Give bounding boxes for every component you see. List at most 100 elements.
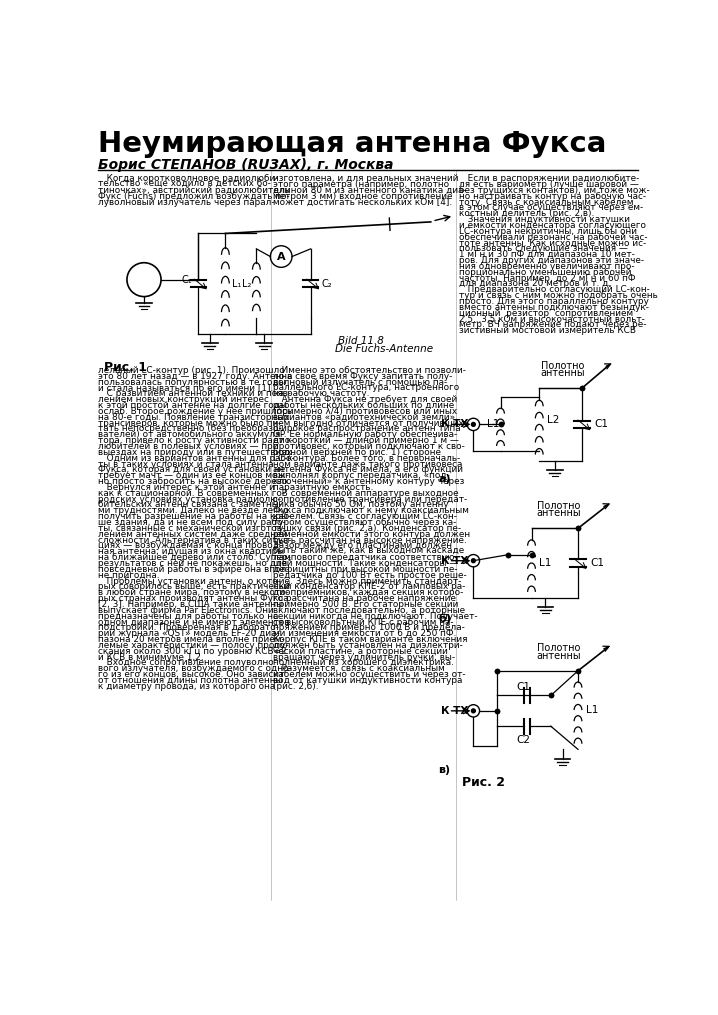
Text: [2, 3]. Например, в США такие антенны: [2, 3]. Например, в США такие антенны bbox=[98, 600, 283, 609]
Text: быть таким же, как в выходном каскаде: быть таким же, как в выходном каскаде bbox=[274, 547, 465, 556]
Text: на рабочую частоту.: на рабочую частоту. bbox=[274, 390, 370, 398]
Text: выпускает фирма Par Electronics. Они: выпускает фирма Par Electronics. Они bbox=[98, 606, 274, 615]
Text: Рис. 1: Рис. 1 bbox=[103, 360, 146, 374]
Text: б): б) bbox=[439, 613, 452, 623]
Text: ми трудностями. Далеко не везде легко: ми трудностями. Далеко не везде легко bbox=[98, 506, 288, 516]
Text: метром 3 мм) входное сопротивление: метром 3 мм) входное сопротивление bbox=[274, 192, 453, 201]
Text: ля есть вариометр (лучше шаровой —: ля есть вариометр (лучше шаровой — bbox=[459, 180, 638, 189]
Text: ло в свое время Фуксу запитать полу-: ло в свое время Фуксу запитать полу- bbox=[274, 371, 453, 381]
Text: порционально уменьшению рабочей: порционально уменьшению рабочей bbox=[459, 268, 631, 277]
Text: лельный LC-контур (рис. 1). Произошло: лельный LC-контур (рис. 1). Произошло bbox=[98, 365, 284, 375]
Text: L₂: L₂ bbox=[243, 278, 252, 288]
Text: ты в таких условиях и стала антенна: ты в таких условиях и стала антенна bbox=[98, 460, 273, 469]
Text: ционный  резистор  сопротивлением: ционный резистор сопротивлением bbox=[459, 309, 633, 318]
Text: получить разрешение на работы на кры-: получить разрешение на работы на кры- bbox=[98, 513, 291, 521]
Text: тоте антенны. Как исходные можно ис-: тоте антенны. Как исходные можно ис- bbox=[459, 239, 646, 248]
Text: рых говорилось выше, есть практически: рых говорилось выше, есть практически bbox=[98, 583, 289, 592]
Text: C1: C1 bbox=[590, 558, 605, 568]
Text: A: A bbox=[277, 252, 286, 262]
Text: Значения индуктивности катушки: Значения индуктивности катушки bbox=[459, 215, 630, 224]
Text: ческой пластине, а роторные секции: ческой пластине, а роторные секции bbox=[274, 647, 448, 656]
Text: как к стационарной. В современных го-: как к стационарной. В современных го- bbox=[98, 489, 284, 497]
Text: паразитную емкость.: паразитную емкость. bbox=[274, 483, 373, 492]
Text: кабелем. Связь с согласующим LC-кон-: кабелем. Связь с согласующим LC-кон- bbox=[274, 513, 457, 521]
Text: Предварительно согласующий LC-кон-: Предварительно согласующий LC-кон- bbox=[459, 285, 650, 294]
Text: но просто забросить на высокое дерево.: но просто забросить на высокое дерево. bbox=[98, 477, 289, 486]
Text: ния одновременно увеличивают про-: ния одновременно увеличивают про- bbox=[459, 262, 634, 271]
Text: C1: C1 bbox=[595, 419, 608, 429]
Text: повседневной работы в эфире она впол-: повседневной работы в эфире она впол- bbox=[98, 565, 289, 573]
Text: циях — возбуждаемая с конца провод-: циях — возбуждаемая с конца провод- bbox=[98, 541, 281, 550]
Text: Вернулся интерес к этой антенне и: Вернулся интерес к этой антенне и bbox=[98, 483, 274, 492]
Text: го из его концов, высокое. Оно зависит: го из его концов, высокое. Оно зависит bbox=[98, 670, 284, 679]
Text: полненный из хорошего диэлектрика.: полненный из хорошего диэлектрика. bbox=[274, 659, 454, 668]
Text: может достигать нескольких кОм [4].: может достигать нескольких кОм [4]. bbox=[274, 198, 452, 207]
Text: родских условиях установка радиолю-: родских условиях установка радиолю- bbox=[98, 494, 281, 503]
Text: пазона 20 метров имела вполне прием-: пазона 20 метров имела вполне прием- bbox=[98, 635, 284, 645]
Text: ров. Для других диапазонов эти значе-: ров. Для других диапазонов эти значе- bbox=[459, 256, 644, 265]
Text: К ТХ: К ТХ bbox=[441, 419, 468, 429]
Text: ние. Здесь можно применить стандарт-: ние. Здесь можно применить стандарт- bbox=[274, 577, 462, 586]
Text: В современной аппаратуре выходное: В современной аппаратуре выходное bbox=[274, 489, 459, 497]
Text: выполнял корпус передатчика, «под-: выполнял корпус передатчика, «под- bbox=[274, 471, 450, 480]
Text: Входное сопротивление полуволно-: Входное сопротивление полуволно- bbox=[98, 659, 276, 668]
Text: но настраивать контур на рабочую час-: но настраивать контур на рабочую час- bbox=[459, 192, 645, 201]
Text: примерно 500 В. Его статорные секции: примерно 500 В. Его статорные секции bbox=[274, 600, 459, 609]
Text: частоты. Например, до 2 мГн и 60 пФ: частоты. Например, до 2 мГн и 60 пФ bbox=[459, 274, 635, 282]
Text: 2,5...3,5 кОм и высокочастотный вольт-: 2,5...3,5 кОм и высокочастотный вольт- bbox=[459, 315, 645, 324]
Text: выездах на природу или в путешествиях.: выездах на природу или в путешествиях. bbox=[98, 448, 294, 457]
Text: на 80-е годы. Появление транзисторных: на 80-е годы. Появление транзисторных bbox=[98, 413, 289, 421]
Text: C₂: C₂ bbox=[322, 278, 332, 288]
Text: Одним из вариантов антенны для рабо-: Одним из вариантов антенны для рабо- bbox=[98, 454, 294, 463]
Text: щей мощности. Такие конденсаторы —: щей мощности. Такие конденсаторы — bbox=[274, 559, 459, 568]
Text: (рис. 2,б).: (рис. 2,б). bbox=[274, 682, 319, 691]
Text: быть рассчитан на высокое напряжение.: быть рассчитан на высокое напряжение. bbox=[274, 536, 467, 545]
Text: Борис СТЕПАНОВ (RU3AX), г. Москва: Борис СТЕПАНОВ (RU3AX), г. Москва bbox=[98, 158, 393, 172]
Text: Фукса подключают к нему коаксиальным: Фукса подключают к нему коаксиальным bbox=[274, 506, 470, 516]
Text: результатов с ней не покажешь, но для: результатов с ней не покажешь, но для bbox=[98, 559, 286, 568]
Text: редатчика до 100 Вт есть простое реше-: редатчика до 100 Вт есть простое реше- bbox=[274, 570, 467, 580]
Text: Bild 11.8: Bild 11.8 bbox=[337, 336, 383, 346]
Text: подстройки. Проверенная в лаборато-: подстройки. Проверенная в лаборато- bbox=[98, 623, 279, 632]
Text: тельство «еще ходило в детских бо-: тельство «еще ходило в детских бо- bbox=[98, 180, 271, 189]
Text: антенны: антенны bbox=[536, 509, 581, 519]
Text: должен быть установлен на диэлектри-: должен быть установлен на диэлектри- bbox=[274, 640, 463, 650]
Circle shape bbox=[472, 559, 475, 562]
Text: тора, привело к росту активности радио-: тора, привело к росту активности радио- bbox=[98, 436, 293, 446]
Text: L1: L1 bbox=[586, 705, 598, 716]
Text: туром осуществляют обычно через ка-: туром осуществляют обычно через ка- bbox=[274, 518, 457, 527]
Text: вращают через удлинитель ручки, вы-: вращают через удлинитель ручки, вы- bbox=[274, 653, 455, 662]
Text: антенны: антенны bbox=[540, 368, 585, 379]
Text: не пригодна.: не пригодна. bbox=[98, 570, 159, 580]
Text: чика обычно 50 Ом, поэтому антенну: чика обычно 50 Ом, поэтому антенну bbox=[274, 500, 449, 510]
Text: Полотно: Полотно bbox=[537, 500, 580, 511]
Text: Фукса, которая для своей установки не: Фукса, которая для своей установки не bbox=[98, 465, 285, 474]
Text: ты, связанные с механической изготов-: ты, связанные с механической изготов- bbox=[98, 524, 284, 533]
Text: любителей в полевых условиях — при: любителей в полевых условиях — при bbox=[98, 442, 278, 451]
Text: бительских антенн связана с заметны-: бительских антенн связана с заметны- bbox=[98, 500, 281, 510]
Text: трансиверов, которые можно было пи-: трансиверов, которые можно было пи- bbox=[98, 418, 281, 427]
Text: лампового передатчика соответствую-: лампового передатчика соответствую- bbox=[274, 553, 458, 562]
Text: вместо антенны подключают безындук-: вместо антенны подключают безындук- bbox=[459, 302, 648, 312]
Text: метр. ВЧ напряжение подают через ре-: метр. ВЧ напряжение подают через ре- bbox=[459, 321, 646, 330]
Circle shape bbox=[472, 422, 475, 426]
Text: го рассчитана на рабочее напряжение: го рассчитана на рабочее напряжение bbox=[274, 594, 457, 603]
Text: ном варианте даже такого противовеса: ном варианте даже такого противовеса bbox=[274, 460, 463, 469]
Text: противовес, который подключают к сво-: противовес, который подключают к сво- bbox=[274, 442, 465, 451]
Text: чем выгодно отличается от получивших: чем выгодно отличается от получивших bbox=[274, 418, 464, 427]
Text: тоту. Связь с коаксиальным кабелем: тоту. Связь с коаксиальным кабелем bbox=[459, 198, 633, 207]
Text: тушку связи (рис. 2,а). Конденсатор пе-: тушку связи (рис. 2,а). Конденсатор пе- bbox=[274, 524, 462, 533]
Text: ми изменения емкости от 6 до 250 пФ.: ми изменения емкости от 6 до 250 пФ. bbox=[274, 629, 457, 638]
Text: LC-контура. Более того, в первоначаль-: LC-контура. Более того, в первоначаль- bbox=[274, 454, 461, 463]
Text: ная антенна, идущая из окна квартиры: ная антенна, идущая из окна квартиры bbox=[98, 547, 284, 556]
Text: пользовать следующие значения —: пользовать следующие значения — bbox=[459, 245, 628, 254]
Text: Именно это обстоятельство и позволи-: Именно это обстоятельство и позволи- bbox=[274, 365, 467, 375]
Text: лемые характеристики — полосу пропу-: лемые характеристики — полосу пропу- bbox=[98, 640, 288, 650]
Text: ся высоковольтный КПЕ с рабочим на-: ся высоковольтный КПЕ с рабочим на- bbox=[274, 617, 454, 626]
Text: бодной (верхней по рис. 1) стороне: бодной (верхней по рис. 1) стороне bbox=[274, 448, 442, 457]
Text: обеспечивали резонанс на рабочей час-: обеспечивали резонанс на рабочей час- bbox=[459, 232, 647, 242]
Text: предназначены для работы только на: предназначены для работы только на bbox=[98, 612, 278, 621]
Text: без трущихся контактов), им тоже мож-: без трущихся контактов), им тоже мож- bbox=[459, 186, 649, 195]
Text: C₁: C₁ bbox=[181, 275, 192, 285]
Text: тать непосредственно (без преобразо-: тать непосредственно (без преобразо- bbox=[98, 424, 281, 433]
